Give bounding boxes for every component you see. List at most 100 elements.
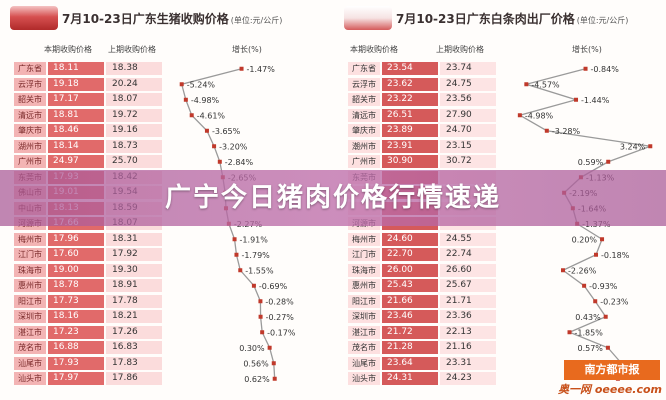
city-cell: 云浮市 <box>14 77 46 91</box>
table-row: 汕尾市 23.64 23.31 <box>336 356 664 372</box>
table-row: 惠州市 18.78 18.91 <box>2 278 330 294</box>
current-price-cell: 30.90 <box>382 155 438 168</box>
city-cell: 汕尾市 <box>348 356 380 370</box>
previous-price-cell: 23.15 <box>440 139 496 153</box>
current-price-cell: 17.96 <box>48 232 104 246</box>
city-cell: 肇庆市 <box>348 124 380 137</box>
col-previous-header: 上期收购价格 <box>108 45 156 54</box>
table-row: 广东省 18.11 18.38 <box>2 61 330 77</box>
city-cell: 阳江市 <box>348 294 380 308</box>
growth-point <box>234 252 239 257</box>
current-price-cell: 22.70 <box>382 248 438 261</box>
previous-price-cell: 23.36 <box>440 310 496 323</box>
growth-label: 0.59% <box>578 158 604 167</box>
table-row: 汕尾市 17.93 17.83 <box>2 356 330 372</box>
growth-label: -2.26% <box>568 266 597 275</box>
current-price-cell: 18.11 <box>48 62 104 75</box>
table-row: 广州市 24.97 25.70 <box>2 154 330 170</box>
current-price-cell: 18.16 <box>48 310 104 323</box>
growth-point <box>258 314 263 319</box>
city-cell: 广州市 <box>14 155 46 168</box>
growth-label: -0.18% <box>601 251 630 260</box>
growth-point <box>600 237 605 242</box>
table-row: 肇庆市 18.46 19.16 <box>2 123 330 139</box>
col-growth-header: 增长(%) <box>232 45 262 54</box>
table-row: 珠海市 19.00 19.30 <box>2 263 330 279</box>
growth-label: -1.55% <box>245 266 274 275</box>
table-row: 深圳市 18.16 18.21 <box>2 309 330 325</box>
growth-point <box>267 345 272 350</box>
current-price-cell: 23.62 <box>382 77 438 91</box>
city-cell: 江门市 <box>348 248 380 261</box>
growth-label: -0.17% <box>267 328 296 337</box>
previous-price-cell: 16.83 <box>106 341 162 354</box>
city-cell: 清远市 <box>348 108 380 122</box>
growth-point <box>179 82 184 87</box>
previous-price-cell: 18.73 <box>106 139 162 153</box>
col-current-header: 本期收购价格 <box>44 45 92 54</box>
growth-label: -0.84% <box>591 65 620 74</box>
table-row: 江门市 17.60 17.92 <box>2 247 330 263</box>
current-price-cell: 26.00 <box>382 263 438 277</box>
growth-label: -4.57% <box>531 80 560 89</box>
table-row: 深圳市 23.46 23.36 <box>336 309 664 325</box>
city-cell: 深圳市 <box>14 310 46 323</box>
growth-label: -0.28% <box>265 297 294 306</box>
newspaper-logo: 南方都市报 <box>564 360 660 380</box>
growth-label: -3.65% <box>212 127 241 136</box>
previous-price-cell: 22.74 <box>440 248 496 261</box>
city-cell: 茂名市 <box>348 341 380 354</box>
city-cell: 惠州市 <box>348 279 380 292</box>
growth-point <box>594 252 599 257</box>
col-current-header: 本期收购价格 <box>350 45 398 54</box>
growth-point <box>272 376 277 381</box>
previous-price-cell: 19.72 <box>106 108 162 122</box>
table-row: 韶关市 17.17 18.07 <box>2 92 330 108</box>
current-price-cell: 23.54 <box>382 62 438 75</box>
table-row: 惠州市 25.43 25.67 <box>336 278 664 294</box>
table-row: 清远市 26.51 27.90 <box>336 108 664 124</box>
growth-label: -0.27% <box>266 313 295 322</box>
previous-price-cell: 17.92 <box>106 248 162 261</box>
previous-price-cell: 21.71 <box>440 294 496 308</box>
watermark: 奥一网 oeeee.com <box>558 383 662 396</box>
growth-label: -0.69% <box>259 282 288 291</box>
growth-point <box>189 113 194 118</box>
city-cell: 茂名市 <box>14 341 46 354</box>
city-cell: 汕尾市 <box>14 356 46 370</box>
table-row: 梅州市 17.96 18.31 <box>2 232 330 248</box>
previous-price-cell: 17.78 <box>106 294 162 308</box>
current-price-cell: 18.78 <box>48 279 104 292</box>
growth-point <box>605 345 610 350</box>
table-row: 云浮市 23.62 24.75 <box>336 77 664 93</box>
col-growth-header: 增长(%) <box>572 45 602 54</box>
previous-price-cell: 22.13 <box>440 325 496 339</box>
current-price-cell: 17.60 <box>48 248 104 261</box>
growth-label: 0.43% <box>575 313 601 322</box>
growth-point <box>217 159 222 164</box>
growth-label: 0.62% <box>244 375 270 384</box>
table-row: 茂名市 16.88 16.83 <box>2 340 330 356</box>
current-price-cell: 24.60 <box>382 232 438 246</box>
current-price-cell: 21.66 <box>382 294 438 308</box>
growth-label: 0.56% <box>243 359 269 368</box>
table-row: 韶关市 23.22 23.56 <box>336 92 664 108</box>
growth-point <box>582 283 587 288</box>
city-cell: 广东省 <box>348 62 380 75</box>
panel-title: 7月10-23日广东生猪收购价格 (单位:元/公斤) <box>62 12 283 26</box>
table-row: 清远市 18.81 19.72 <box>2 108 330 124</box>
current-price-cell: 25.43 <box>382 279 438 292</box>
previous-price-cell: 24.55 <box>440 232 496 246</box>
growth-label: 3.24% <box>620 142 646 151</box>
growth-label: -4.98% <box>191 96 220 105</box>
previous-price-cell: 25.70 <box>106 155 162 168</box>
growth-label: -3.20% <box>219 142 248 151</box>
previous-price-cell: 23.56 <box>440 93 496 106</box>
previous-price-cell: 18.91 <box>106 279 162 292</box>
previous-price-cell: 19.30 <box>106 263 162 277</box>
growth-label: 0.20% <box>572 235 598 244</box>
headline-banner: 广宁今日猪肉价格行情速递 <box>0 170 666 226</box>
table-row: 珠海市 26.00 26.60 <box>336 263 664 279</box>
previous-price-cell: 24.23 <box>440 372 496 385</box>
growth-point <box>204 128 209 133</box>
